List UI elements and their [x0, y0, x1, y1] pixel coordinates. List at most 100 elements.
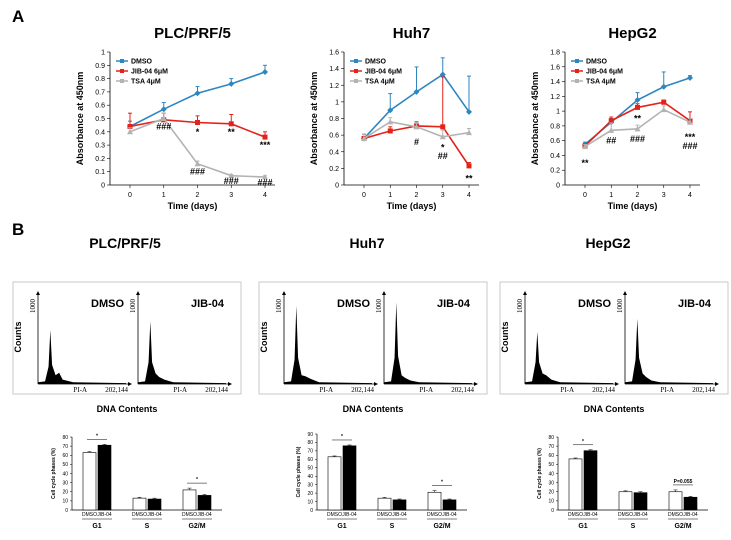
legend-label: TSA 4μM	[365, 79, 395, 86]
histogram-fill	[38, 330, 126, 384]
hist-arrow	[374, 382, 378, 386]
y-tick-label: 0	[65, 508, 68, 514]
bar	[392, 499, 407, 511]
y-tick-label: 70	[548, 444, 554, 450]
legend-marker	[354, 79, 358, 83]
category-label: G1	[337, 523, 346, 530]
series-3	[361, 117, 472, 141]
data-point	[466, 108, 472, 115]
hist-channel-label: PI-A	[660, 386, 674, 394]
bar-label: JIB-04	[683, 512, 698, 518]
data-point	[466, 129, 472, 136]
bar	[342, 445, 357, 511]
bar	[147, 498, 162, 511]
x-tick-label: 0	[362, 192, 366, 199]
hist-channel-label: PI-A	[173, 386, 187, 394]
flow-frame	[499, 281, 729, 395]
histogram-fill	[384, 302, 472, 384]
y-tick-label: 80	[548, 435, 554, 441]
data-point	[361, 135, 367, 141]
hist-x-max: 202,144	[105, 386, 128, 394]
bar	[668, 491, 683, 511]
legend-marker	[120, 79, 124, 83]
bar	[633, 492, 648, 511]
y-tick-label: 20	[307, 491, 313, 497]
y-tick-label: 0.8	[95, 76, 105, 83]
y-tick-label: 0.2	[329, 166, 339, 173]
y-tick-label: 30	[62, 480, 68, 486]
significance-mark: ###	[682, 141, 697, 151]
hist-x-max: 202,144	[351, 386, 374, 394]
flow-frame	[258, 281, 488, 395]
data-point	[195, 119, 200, 125]
condition-label: JIB-04	[437, 298, 471, 310]
legend-marker	[120, 59, 124, 63]
legend-marker	[575, 79, 579, 83]
data-point	[262, 174, 268, 180]
flow-title: HepG2	[585, 235, 630, 251]
histogram-2: 1000 PI-A 202,144 JIB-04	[375, 291, 478, 394]
flow-group-2: Huh7 Counts DNA Contents 1000 PI-A 202,144 DMS…	[258, 235, 488, 414]
condition-label: JIB-04	[191, 298, 225, 310]
hist-channel-label: PI-A	[560, 386, 574, 394]
condition-label: DMSO	[337, 298, 370, 310]
hist-arrow	[36, 291, 40, 295]
flow-y-label: Counts	[13, 322, 23, 353]
histogram-fill	[284, 305, 372, 384]
y-tick-label: 20	[548, 490, 554, 496]
category-label: S	[390, 523, 395, 530]
data-point	[228, 121, 234, 127]
y-tick-label: 90	[307, 432, 313, 438]
x-tick-label: 4	[688, 192, 692, 199]
bar-label: DMSO	[132, 512, 147, 518]
histogram-2: 1000 PI-A 202,144 JIB-04	[616, 291, 719, 394]
bar-label: DMSO	[668, 512, 683, 518]
category-label: S	[631, 523, 636, 530]
x-tick-label: 4	[263, 192, 267, 199]
bar-label: JIB-04	[342, 512, 357, 518]
data-point	[687, 119, 693, 125]
data-point	[660, 83, 667, 90]
y-tick-label: 20	[62, 490, 68, 496]
significance-mark: *	[441, 143, 445, 153]
chart-title: HepG2	[608, 25, 656, 42]
significance-mark: P=0.055	[674, 479, 693, 485]
x-axis-label: Time (days)	[387, 201, 437, 211]
significance-mark: **	[465, 173, 473, 183]
significance-mark: ###	[190, 167, 205, 177]
bar	[97, 444, 112, 511]
data-point	[608, 118, 614, 124]
x-tick-label: 1	[162, 192, 166, 199]
hist-arrow	[136, 291, 140, 295]
significance-mark: ###	[630, 134, 645, 144]
y-tick-label: 1	[101, 50, 105, 57]
legend-label: JIB-04 6μM	[365, 69, 402, 76]
hist-y-max: 1000	[375, 299, 383, 314]
y-tick-label: 0.8	[550, 123, 560, 130]
y-tick-label: 1.8	[550, 50, 560, 57]
significance-mark: ###	[224, 176, 239, 186]
hist-y-max: 1000	[616, 299, 624, 314]
hist-y-max: 1000	[129, 299, 137, 314]
y-tick-label: 1	[335, 99, 339, 106]
histogram-fill	[625, 318, 713, 384]
y-tick-label: 70	[307, 449, 313, 455]
bar	[327, 456, 342, 511]
bar-label: JIB-04	[197, 512, 212, 518]
category-label: S	[145, 523, 150, 530]
line-chart-3: HepG2 0 0.2 0.4 0.6 0.8 1 1.2 1.4 1.6 1.8 0 1 2 3 4 Time…	[530, 25, 700, 211]
significance-mark: ###	[257, 177, 272, 187]
series-3	[127, 112, 268, 180]
significance-mark: **	[228, 127, 236, 137]
legend: DMSO JIB-04 6μM TSA 4μM	[571, 59, 623, 86]
bar	[182, 489, 197, 511]
bar-label: JIB-04	[583, 512, 598, 518]
x-tick-label: 0	[128, 192, 132, 199]
flow-group-3: HepG2 Counts DNA Contents 1000 PI-A 202,144 DM…	[499, 235, 729, 414]
y-tick-label: 0.5	[95, 116, 105, 123]
data-point	[194, 90, 201, 97]
data-point	[228, 172, 235, 179]
data-point	[439, 133, 446, 140]
bar-chart-1: 0 10 20 30 40 50 60 70 80 Cell cycle phases (%) DM…	[51, 433, 222, 530]
category-label: G1	[92, 523, 101, 530]
